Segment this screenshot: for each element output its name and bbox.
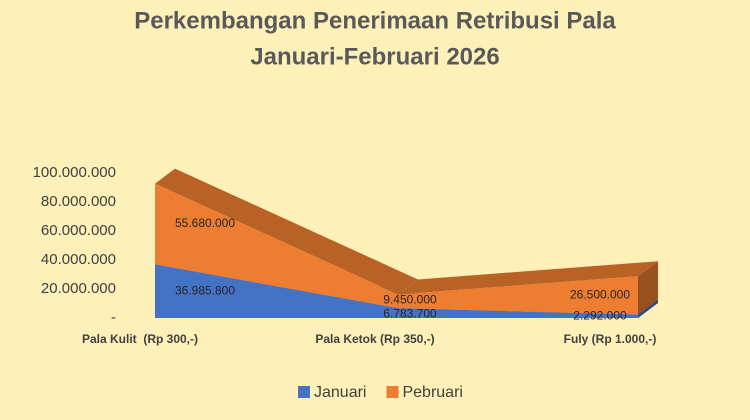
legend-swatch: [298, 386, 310, 398]
legend-label: Januari: [314, 384, 366, 401]
value-label: 2.292.000: [573, 309, 627, 323]
x-tick-label: Pala Kulit (Rp 300,-): [82, 332, 198, 346]
x-tick-label: Pala Ketok (Rp 350,-): [315, 332, 434, 346]
value-label: 36.985.800: [175, 283, 235, 297]
value-label: 6.783.700: [383, 306, 437, 320]
y-tick-label: 40.000.000: [41, 251, 116, 268]
value-label: 9.450.000: [383, 292, 437, 306]
legend-label: Pebruari: [402, 384, 462, 401]
area-side-face: [638, 299, 658, 318]
x-tick-label: Fuly (Rp 1.000,-): [564, 332, 657, 346]
value-label: 26.500.000: [570, 288, 630, 302]
chart-title: Perkembangan Penerimaan Retribusi Pala: [134, 7, 616, 34]
chart-subtitle: Januari-Februari 2026: [250, 43, 499, 70]
area: [155, 183, 638, 315]
y-tick-label: 60.000.000: [41, 222, 116, 239]
area-top-face: [398, 261, 658, 295]
y-tick-label: -: [111, 309, 116, 326]
y-tick-label: 80.000.000: [41, 193, 116, 210]
y-tick-label: 100.000.000: [33, 164, 116, 181]
area-side-face: [638, 261, 658, 315]
area-top-face: [155, 168, 418, 295]
area: [155, 264, 638, 318]
value-label: 55.680.000: [175, 216, 235, 230]
y-tick-label: 20.000.000: [41, 280, 116, 297]
legend-swatch: [386, 386, 399, 398]
